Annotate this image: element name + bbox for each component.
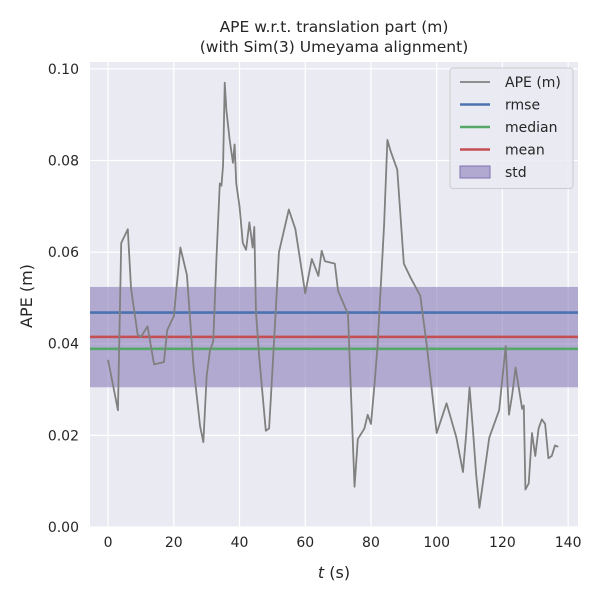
x-tick-label: 140 [555,535,582,551]
legend-label: rmse [505,98,540,114]
legend-box [449,67,574,189]
legend-label: median [505,120,557,136]
y-tick-label: 0.08 [48,153,79,169]
x-tick-label: 120 [489,535,516,551]
legend-label: mean [505,143,545,159]
legend-swatch [459,165,491,179]
x-tick-label: 0 [104,535,113,551]
x-axis-label-variable: t [318,563,325,582]
y-tick-label: 0.04 [48,337,79,353]
y-axis-ticks: 0.00 0.02 0.04 0.06 0.08 0.10 [48,62,79,536]
x-axis-label-unit: (s) [324,563,350,582]
x-tick-label: 80 [362,535,380,551]
legend: APE (m) rmse median mean std [449,67,574,189]
ape-series-line [107,81,559,509]
x-tick-label: 20 [165,535,183,551]
y-tick-label: 0.06 [48,245,79,261]
x-tick-label: 60 [296,535,314,551]
series-layer [107,81,559,509]
x-tick-label: 40 [231,535,249,551]
y-tick-label: 0.02 [48,428,79,444]
chart-title-line1: APE w.r.t. translation part (m) [220,18,449,36]
x-axis-label: t (s) [318,563,350,582]
y-tick-label: 0.00 [48,520,79,536]
y-tick-label: 0.10 [48,62,79,78]
legend-label: APE (m) [505,75,561,91]
x-tick-label: 100 [423,535,450,551]
x-axis-ticks: 0 20 40 60 80 100 120 140 [104,535,582,551]
legend-label: std [505,165,527,181]
chart-title-line2: (with Sim(3) Umeyama alignment) [200,38,469,56]
y-axis-label: APE (m) [17,264,36,328]
statistics-overlay [90,286,578,388]
